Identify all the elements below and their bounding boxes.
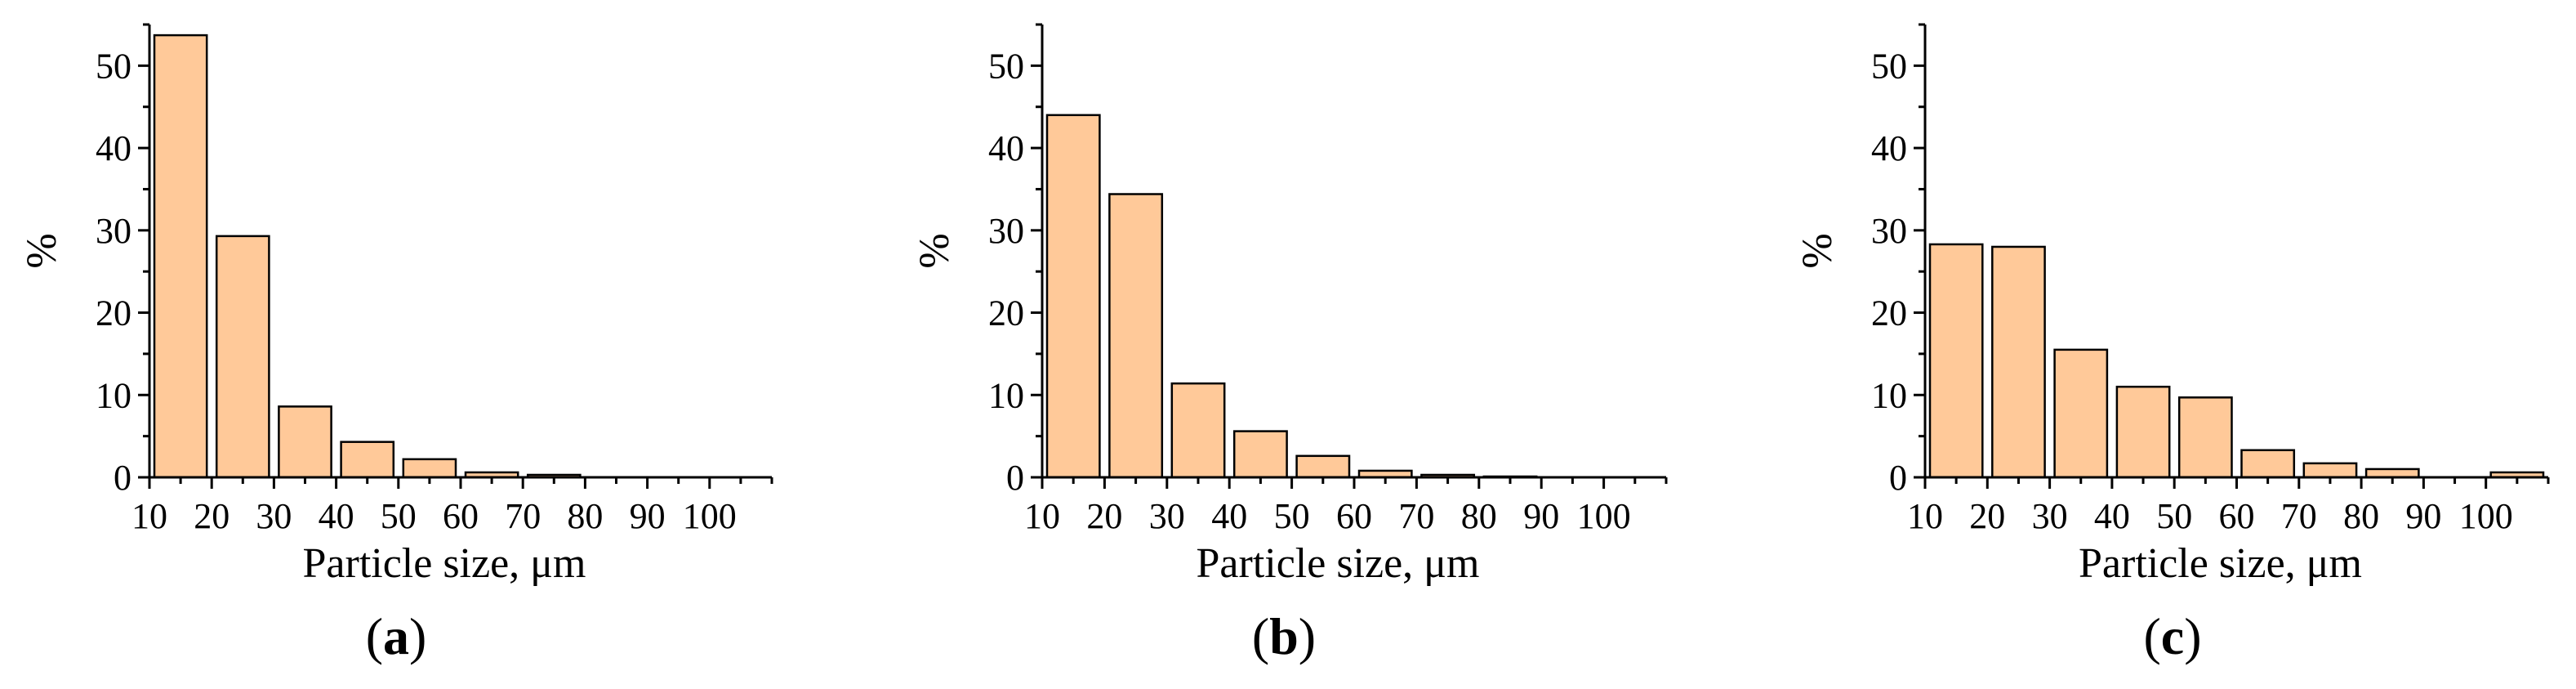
x-tick-label: 60 — [2219, 496, 2255, 536]
y-tick-label: 10 — [96, 375, 131, 415]
x-tick-label: 20 — [1086, 496, 1122, 536]
x-tick-label: 30 — [256, 496, 292, 536]
x-tick-label: 20 — [194, 496, 230, 536]
y-tick-label: 10 — [1871, 375, 1907, 415]
bar — [1928, 243, 1984, 479]
x-axis-label: Particle size, μm — [303, 540, 586, 587]
panel-label: (a) — [366, 607, 427, 665]
x-tick-label: 50 — [381, 496, 417, 536]
x-tick-label: 100 — [1577, 496, 1631, 536]
x-tick-label: 90 — [630, 496, 666, 536]
x-tick-label: 90 — [1523, 496, 1559, 536]
x-tick-label: 30 — [2032, 496, 2068, 536]
x-tick-label: 40 — [2094, 496, 2130, 536]
y-axis-label: % — [911, 233, 958, 268]
y-tick-label: 30 — [988, 211, 1024, 251]
panel-label: (c) — [2143, 607, 2201, 665]
bar — [2177, 396, 2233, 479]
x-tick-label: 50 — [2156, 496, 2192, 536]
x-tick-label: 100 — [683, 496, 737, 536]
x-tick-label: 50 — [1274, 496, 1310, 536]
x-tick-label: 100 — [2459, 496, 2513, 536]
x-tick-label: 10 — [1907, 496, 1943, 536]
bar — [1045, 114, 1101, 479]
bar — [2302, 462, 2358, 479]
y-tick-label: 40 — [988, 128, 1024, 168]
x-tick-label: 20 — [1969, 496, 2005, 536]
y-tick-label: 20 — [988, 293, 1024, 333]
y-tick-label: 50 — [96, 46, 131, 86]
x-tick-label: 30 — [1149, 496, 1185, 536]
y-tick-label: 40 — [96, 128, 131, 168]
y-axis-label: % — [1794, 233, 1841, 268]
bar — [340, 441, 395, 479]
y-tick-label: 50 — [1871, 46, 1907, 86]
x-tick-label: 70 — [1398, 496, 1434, 536]
bar — [1232, 430, 1288, 479]
x-tick-label: 80 — [1461, 496, 1497, 536]
y-tick-label: 30 — [1871, 211, 1907, 251]
x-tick-label: 90 — [2405, 496, 2441, 536]
x-tick-label: 60 — [443, 496, 479, 536]
bar — [2240, 449, 2296, 479]
bar — [1991, 245, 2046, 479]
x-tick-label: 80 — [2343, 496, 2379, 536]
bar — [153, 34, 208, 479]
bar — [2053, 348, 2109, 479]
y-axis-label: % — [19, 233, 65, 268]
x-axis-label: Particle size, μm — [1197, 540, 1480, 587]
bar — [1108, 193, 1164, 479]
x-tick-label: 40 — [1211, 496, 1247, 536]
y-tick-label: 0 — [1006, 458, 1024, 498]
x-tick-label: 70 — [2281, 496, 2317, 536]
bar — [1170, 382, 1226, 479]
y-tick-label: 10 — [988, 375, 1024, 415]
x-axis-label: Particle size, μm — [2079, 540, 2362, 587]
x-tick-label: 40 — [319, 496, 354, 536]
bar — [215, 235, 270, 479]
y-tick-label: 0 — [1889, 458, 1907, 498]
y-tick-label: 0 — [114, 458, 131, 498]
x-tick-label: 80 — [567, 496, 603, 536]
bar — [2115, 385, 2171, 479]
x-tick-label: 10 — [1024, 496, 1060, 536]
y-tick-label: 30 — [96, 211, 131, 251]
panel-label: (b) — [1252, 607, 1316, 665]
y-tick-label: 20 — [96, 293, 131, 333]
x-tick-label: 60 — [1336, 496, 1372, 536]
bar — [2364, 468, 2420, 479]
x-tick-label: 70 — [505, 496, 541, 536]
y-tick-label: 50 — [988, 46, 1024, 86]
x-tick-label: 10 — [131, 496, 167, 536]
y-tick-label: 40 — [1871, 128, 1907, 168]
y-tick-label: 20 — [1871, 293, 1907, 333]
